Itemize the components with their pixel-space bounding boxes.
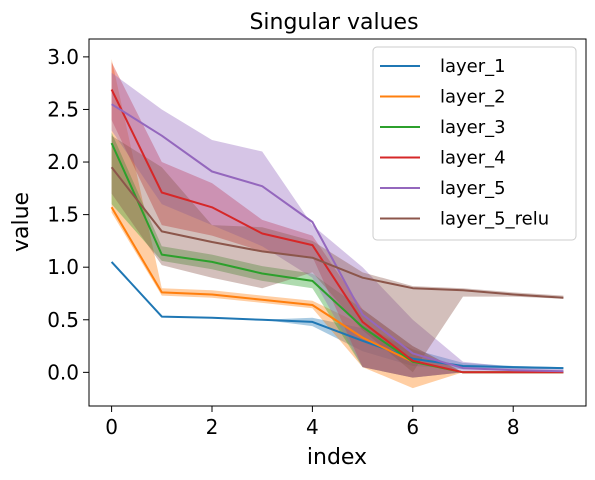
y-tick-label: 1.0 <box>47 255 79 279</box>
x-axis-label: index <box>307 445 367 470</box>
y-tick-label: 1.5 <box>47 203 79 227</box>
line-layer_5_relu <box>110 166 564 299</box>
x-tick-label: 0 <box>105 415 118 439</box>
y-axis-label: value <box>9 192 34 252</box>
x-tick-label: 8 <box>507 415 520 439</box>
chart-title: Singular values <box>249 10 418 35</box>
legend-label-layer_4: layer_4 <box>440 148 506 169</box>
line-layer_1 <box>110 261 564 370</box>
legend-label-layer_3: layer_3 <box>440 117 506 138</box>
plot-frame <box>88 38 587 407</box>
legend-label-layer_2: layer_2 <box>440 87 506 108</box>
y-tick-label: 2.5 <box>47 97 79 121</box>
band-layer_5_relu <box>111 135 564 373</box>
x-tick-label: 6 <box>406 415 419 439</box>
band-layer_3 <box>111 132 564 378</box>
y-tick-label: 3.0 <box>47 45 79 69</box>
legend-label-layer_1: layer_1 <box>440 56 506 77</box>
band-layer_5 <box>111 72 564 378</box>
x-tick-label: 2 <box>206 415 219 439</box>
y-axis: 0.0 0.5 1.0 1.5 2.0 2.5 3.0 <box>47 45 89 384</box>
series-lines <box>110 89 564 374</box>
legend-label-layer_5_relu: layer_5_relu <box>440 209 549 230</box>
line-layer_4 <box>110 89 564 374</box>
band-layer_4 <box>111 62 564 378</box>
y-tick-label: 0.0 <box>47 360 79 384</box>
x-axis: 0 2 4 6 8 <box>105 406 520 439</box>
y-tick-label: 2.0 <box>47 150 79 174</box>
legend-label-layer_5: layer_5 <box>440 178 506 199</box>
legend: layer_1 layer_2 layer_3 layer_4 layer_5layer… <box>372 46 577 241</box>
x-tick-label: 4 <box>306 415 319 439</box>
legend-frame <box>372 46 577 241</box>
y-tick-label: 0.5 <box>47 308 79 332</box>
